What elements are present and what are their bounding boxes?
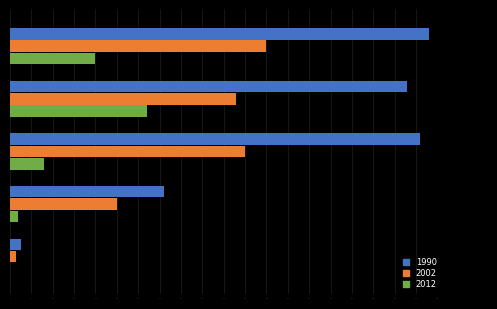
- Bar: [10, 105, 147, 117]
- Bar: [10, 239, 21, 250]
- Bar: [10, 198, 117, 210]
- Legend: 1990, 2002, 2012: 1990, 2002, 2012: [402, 257, 437, 290]
- Bar: [10, 211, 18, 222]
- Bar: [10, 28, 429, 40]
- Bar: [10, 186, 164, 197]
- Bar: [10, 133, 420, 145]
- Bar: [10, 251, 16, 262]
- Bar: [10, 53, 95, 64]
- Bar: [10, 158, 44, 170]
- Bar: [10, 40, 266, 52]
- Bar: [10, 93, 237, 104]
- Bar: [10, 146, 245, 157]
- Bar: [10, 81, 408, 92]
